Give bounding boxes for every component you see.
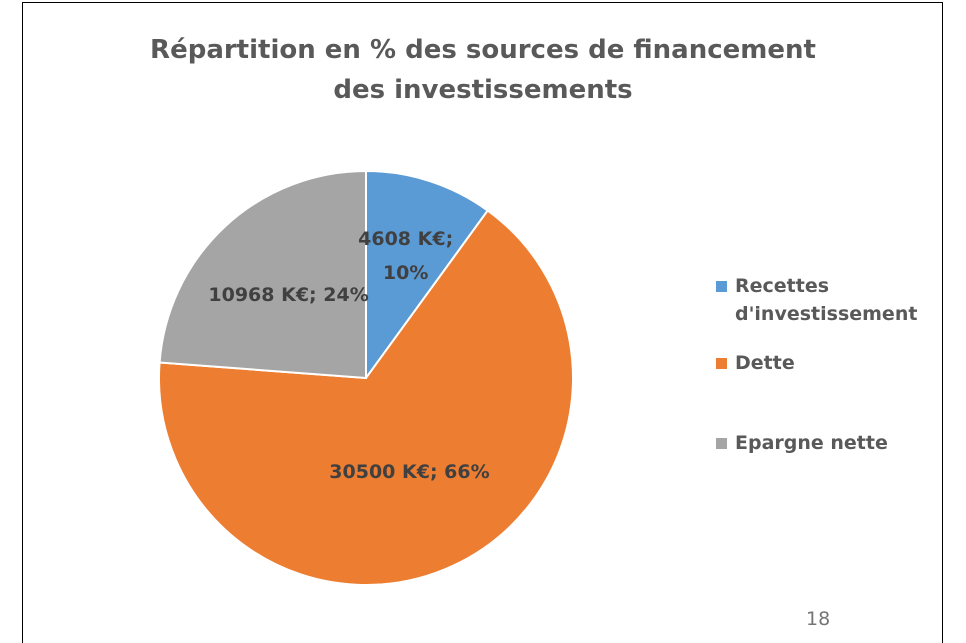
slide-frame xyxy=(22,2,943,643)
legend-swatch xyxy=(716,438,727,449)
legend-label: Recettes d'investissement xyxy=(735,275,918,325)
legend-item: Recettes d'investissement xyxy=(716,272,955,328)
legend-item: Epargne nette xyxy=(716,429,955,457)
data-label: 30500 K€; 66% xyxy=(329,460,490,483)
legend-item: Dette xyxy=(716,349,955,377)
pie-slice xyxy=(158,169,367,380)
pie-slice xyxy=(365,169,490,382)
legend-swatch xyxy=(716,281,727,292)
legend-swatch xyxy=(716,358,727,369)
data-label: 10968 K€; 24% xyxy=(208,283,369,306)
pie-slice xyxy=(158,209,574,586)
data-label: 4608 K€; 10% xyxy=(358,227,454,284)
chart-title: Répartition en % des sources de financem… xyxy=(150,35,816,105)
legend-label: Dette xyxy=(735,352,795,374)
legend-label: Epargne nette xyxy=(735,432,888,454)
page-number: 18 xyxy=(806,608,831,630)
